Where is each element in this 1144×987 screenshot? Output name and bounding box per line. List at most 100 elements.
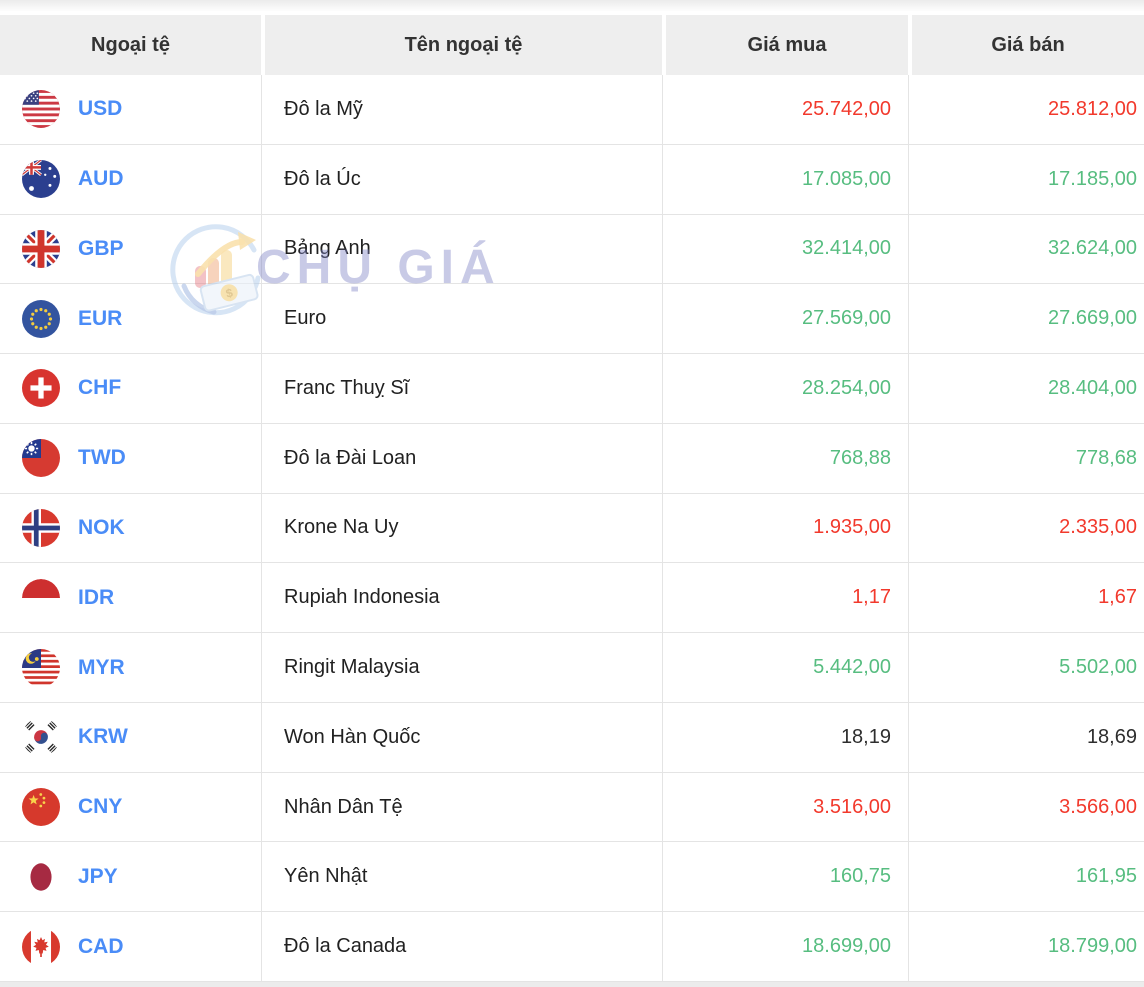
sell-price: 17.185,00 (908, 144, 1144, 214)
currency-cell: CAD (0, 912, 261, 981)
header-gia-ban: Giá bán (908, 15, 1144, 75)
table-row: TWD Đô la Đài Loan 768,88 778,68 (0, 423, 1144, 494)
currency-code-link[interactable]: GBP (78, 236, 124, 260)
currency-name: Ringit Malaysia (261, 633, 662, 702)
sell-price: 2.335,00 (908, 493, 1144, 563)
sell-price: 778,68 (908, 423, 1144, 493)
table-row: JPY Yên Nhật 160,75 161,95 (0, 842, 1144, 913)
buy-price: 768,88 (662, 423, 908, 493)
currency-cell: GBP (0, 215, 261, 284)
bottom-divider (0, 981, 1144, 987)
table-row: CNY Nhân Dân Tệ 3.516,00 3.566,00 (0, 772, 1144, 843)
currency-name: Đô la Úc (261, 144, 662, 214)
currency-name: Rupiah Indonesia (261, 563, 662, 633)
currency-cell: CNY (0, 773, 261, 842)
table-row: CAD Đô la Canada 18.699,00 18.799,00 (0, 912, 1144, 982)
buy-price: 27.569,00 (662, 284, 908, 354)
currency-name: Franc Thuỵ Sĩ (261, 354, 662, 423)
sell-price: 5.502,00 (908, 633, 1144, 702)
header-gia-mua: Giá mua (662, 15, 908, 75)
currency-cell: MYR (0, 633, 261, 702)
currency-code-link[interactable]: USD (78, 97, 123, 121)
buy-price: 5.442,00 (662, 633, 908, 702)
usd-flag-icon (22, 90, 60, 129)
currency-name: Bảng Anh (261, 214, 662, 284)
table-header: Ngoại tệ Tên ngoại tệ Giá mua Giá bán (0, 15, 1144, 75)
sell-price: 28.404,00 (908, 354, 1144, 423)
currency-name: Đô la Mỹ (261, 75, 662, 144)
currency-code-link[interactable]: CAD (78, 934, 124, 958)
buy-price: 17.085,00 (662, 144, 908, 214)
table-row: USD Đô la Mỹ 25.742,00 25.812,00 (0, 75, 1144, 145)
buy-price: 18,19 (662, 702, 908, 772)
eur-flag-icon (22, 299, 60, 338)
currency-name: Đô la Canada (261, 912, 662, 981)
table-row: MYR Ringit Malaysia 5.442,00 5.502,00 (0, 633, 1144, 703)
sell-price: 3.566,00 (908, 772, 1144, 842)
currency-name: Nhân Dân Tệ (261, 772, 662, 842)
currency-code-link[interactable]: MYR (78, 655, 125, 679)
sell-price: 161,95 (908, 842, 1144, 912)
cny-flag-icon (22, 788, 60, 827)
buy-price: 25.742,00 (662, 75, 908, 144)
currency-name: Yên Nhật (261, 842, 662, 912)
buy-price: 18.699,00 (662, 912, 908, 981)
currency-code-link[interactable]: NOK (78, 515, 125, 539)
buy-price: 3.516,00 (662, 772, 908, 842)
currency-cell: USD (0, 75, 261, 144)
buy-price: 160,75 (662, 842, 908, 912)
currency-name: Euro (261, 284, 662, 354)
top-divider (0, 0, 1144, 11)
currency-name: Krone Na Uy (261, 493, 662, 563)
header-ngoai-te: Ngoại tệ (0, 15, 261, 75)
currency-code-link[interactable]: TWD (78, 446, 126, 470)
cad-flag-icon (22, 927, 60, 966)
table-row: GBP Bảng Anh 32.414,00 32.624,00 (0, 214, 1144, 285)
header-ten-ngoai-te: Tên ngoại tệ (261, 15, 662, 75)
sell-price: 32.624,00 (908, 214, 1144, 284)
sell-price: 18,69 (908, 702, 1144, 772)
currency-name: Won Hàn Quốc (261, 702, 662, 772)
currency-code-link[interactable]: KRW (78, 725, 128, 749)
buy-price: 1.935,00 (662, 493, 908, 563)
chf-flag-icon (22, 369, 60, 408)
currency-cell: TWD (0, 424, 261, 493)
currency-code-link[interactable]: CHF (78, 376, 122, 400)
nok-flag-icon (22, 508, 60, 547)
table-row: CHF Franc Thuỵ Sĩ 28.254,00 28.404,00 (0, 354, 1144, 424)
idr-flag-icon (22, 578, 60, 617)
buy-price: 32.414,00 (662, 214, 908, 284)
gbp-flag-icon (22, 229, 60, 268)
table-row: EUR Euro 27.569,00 27.669,00 (0, 284, 1144, 355)
currency-code-link[interactable]: JPY (78, 864, 118, 888)
twd-flag-icon (22, 439, 60, 478)
currency-cell: EUR (0, 284, 261, 353)
currency-code-link[interactable]: CNY (78, 795, 123, 819)
table-row: AUD Đô la Úc 17.085,00 17.185,00 (0, 144, 1144, 215)
currency-code-link[interactable]: EUR (78, 306, 123, 330)
jpy-flag-icon (22, 857, 60, 896)
sell-price: 27.669,00 (908, 284, 1144, 354)
table-row: KRW Won Hàn Quốc 18,19 18,69 (0, 702, 1144, 773)
sell-price: 18.799,00 (908, 912, 1144, 981)
table-row: NOK Krone Na Uy 1.935,00 2.335,00 (0, 493, 1144, 564)
buy-price: 1,17 (662, 563, 908, 633)
table-body: USD Đô la Mỹ 25.742,00 25.812,00 AUD Đô … (0, 75, 1144, 982)
myr-flag-icon (22, 648, 60, 687)
currency-cell: CHF (0, 354, 261, 423)
sell-price: 25.812,00 (908, 75, 1144, 144)
table-row: IDR Rupiah Indonesia 1,17 1,67 (0, 563, 1144, 634)
currency-code-link[interactable]: IDR (78, 585, 115, 609)
currency-cell: KRW (0, 703, 261, 772)
sell-price: 1,67 (908, 563, 1144, 633)
currency-cell: JPY (0, 842, 261, 911)
top-gap (0, 11, 1144, 15)
currency-cell: IDR (0, 563, 261, 632)
aud-flag-icon (22, 160, 60, 199)
currency-cell: AUD (0, 145, 261, 214)
krw-flag-icon (22, 718, 60, 757)
buy-price: 28.254,00 (662, 354, 908, 423)
currency-cell: NOK (0, 494, 261, 563)
currency-code-link[interactable]: AUD (78, 167, 124, 191)
